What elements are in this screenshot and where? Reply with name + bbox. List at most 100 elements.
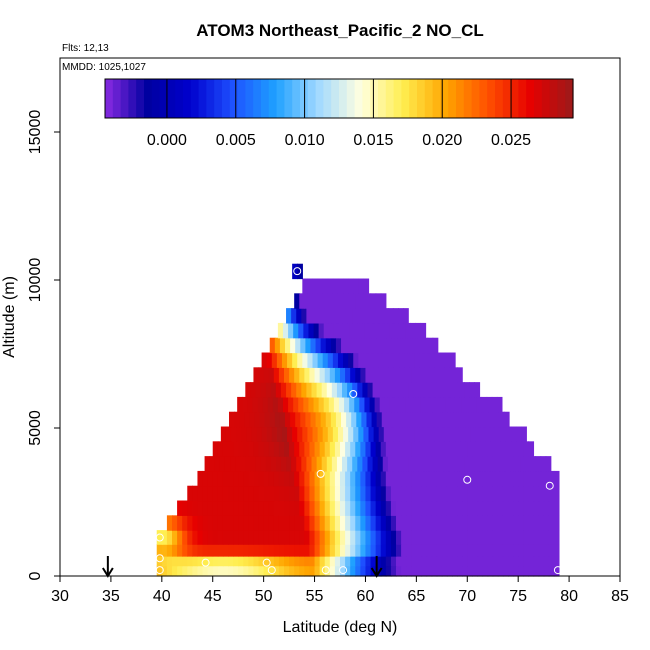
heatmap-cell [319,515,326,531]
heatmap-cell [192,565,199,577]
heatmap-cell [177,565,183,577]
colorbar-swatch [549,79,558,118]
heatmap-cell [538,485,545,502]
heatmap-cell [355,500,361,516]
heatmap-cell [482,530,489,545]
heatmap-cell [314,500,321,516]
heatmap-cell [416,485,423,502]
heatmap-cell [350,544,356,557]
heatmap-cell [347,382,353,398]
heatmap-cell [518,565,524,577]
heatmap-cell [465,426,471,442]
heatmap-cell [422,411,429,428]
heatmap-cell [278,530,285,545]
heatmap-cell [518,515,524,531]
heatmap-cell [278,544,285,557]
heatmap-cell [375,544,382,557]
x-tick-label: 45 [204,588,222,605]
heatmap-cell [523,530,529,545]
heatmap-cell [362,382,369,398]
heatmap-cell [540,456,547,472]
heatmap-cell [385,485,392,502]
heatmap-cell [459,456,465,472]
heatmap-cell [444,352,451,368]
heatmap-cell [401,556,407,567]
heatmap-cell [295,337,301,354]
heatmap-cell [324,556,331,567]
heatmap-cell [457,556,463,567]
heatmap-cell [533,515,540,531]
heatmap-cell [470,426,477,442]
heatmap-cell [528,544,535,557]
heatmap-cell [424,426,431,442]
heatmap-cell [396,485,402,502]
heatmap-cell [469,456,475,472]
heatmap-cell [387,382,394,398]
heatmap-cell [306,382,313,398]
heatmap-cell [321,456,328,472]
heatmap-cell [412,411,418,428]
heatmap-cell [378,426,385,442]
heatmap-cell [197,500,204,516]
heatmap-cell [204,456,211,472]
heatmap-cell [463,411,469,428]
heatmap-cell [220,426,227,442]
heatmap-cell [259,411,266,428]
heatmap-cell [482,515,489,531]
heatmap-cell [345,515,351,531]
heatmap-cell [372,382,379,398]
heatmap-cell [334,544,341,557]
heatmap-cell [289,367,295,383]
x-tick-label: 60 [357,588,375,605]
heatmap-cell [441,565,448,577]
heatmap-cell [484,456,491,472]
heatmap-cell [384,322,391,339]
heatmap-cell [197,470,204,487]
heatmap-cell [346,337,352,354]
heatmap-cell [238,441,244,457]
heatmap-cell [315,337,322,354]
colorbar: 0.000 0.005 0.010 0.015 0.020 0.025 [104,78,574,149]
heatmap-cell [533,485,540,502]
heatmap-cell [421,367,428,383]
heatmap-cell [233,485,239,502]
heatmap-cell [370,293,377,309]
heatmap-cell [252,396,259,413]
heatmap-cell [492,515,499,531]
heatmap-cell [419,426,426,442]
heatmap-cell [457,367,463,383]
heatmap-cell [380,556,387,567]
heatmap-cell [415,396,422,413]
heatmap-cell [385,530,392,545]
heatmap-cell [309,556,316,567]
heatmap-cell [207,485,214,502]
y-axis-label: Altitude (m) [1,276,18,358]
heatmap-cell [238,500,244,516]
heatmap-cell [243,515,249,531]
heatmap-cell [467,565,473,577]
heatmap-cell [431,515,438,531]
heatmap-cell [477,544,484,557]
heatmap-cell [285,411,291,428]
date-note: MMDD: 1025,1027 [62,62,146,73]
heatmap-cell [319,544,326,557]
heatmap-cell [302,278,309,294]
heatmap-cell [401,530,407,545]
heatmap-cell [431,556,438,567]
heatmap-cell [363,278,370,294]
heatmap-cell [350,470,356,487]
heatmap-cell [243,500,249,516]
heatmap-cell [431,500,438,516]
heatmap-cell [503,411,510,428]
heatmap-cell [416,367,423,383]
heatmap-cell [340,565,346,577]
heatmap-cell [466,396,472,413]
heatmap-cell [431,485,438,502]
heatmap-cell [375,530,382,545]
heatmap-cell [240,456,246,472]
heatmap-cell [304,367,311,383]
heatmap-cell [305,411,312,428]
colorbar-swatch [144,79,153,118]
heatmap-cell [464,382,470,398]
heatmap-cell [197,530,204,545]
